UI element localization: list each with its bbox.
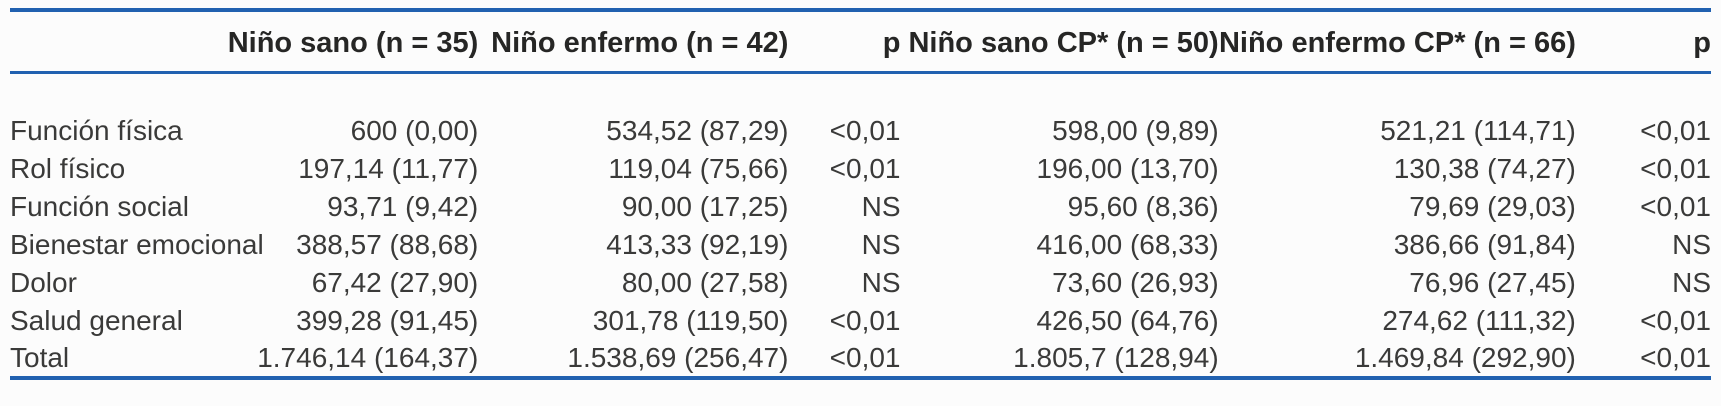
cell-nino-sano-cp: 73,60 (26,93) bbox=[1052, 267, 1219, 298]
cell-p1: <0,01 bbox=[829, 342, 901, 373]
cell-p1: <0,01 bbox=[829, 115, 901, 146]
cell-nino-sano: 600 (0,00) bbox=[350, 115, 479, 146]
cell-p2: NS bbox=[1672, 267, 1711, 298]
cell-nino-enfermo-cp: 1.469,84 (292,90) bbox=[1354, 342, 1576, 373]
cell-p2: NS bbox=[1672, 229, 1711, 260]
cell-nino-sano: 1.746,14 (164,37) bbox=[257, 342, 479, 373]
cell-nino-sano: 93,71 (9,42) bbox=[327, 191, 479, 222]
cell-nino-sano-cp: 416,00 (68,33) bbox=[1036, 229, 1219, 260]
row-label: Bienestar emocional bbox=[10, 229, 264, 260]
cell-nino-sano-cp: 426,50 (64,76) bbox=[1036, 305, 1219, 336]
cell-nino-enfermo: 1.538,69 (256,47) bbox=[567, 342, 789, 373]
results-table: Niño sano (n = 35) Niño enfermo (n = 42)… bbox=[10, 8, 1711, 380]
spacer-row bbox=[10, 72, 1711, 112]
column-header-nino-enfermo-cp: Niño enfermo CP* (n = 66) bbox=[1218, 10, 1576, 74]
cell-nino-sano: 399,28 (91,45) bbox=[296, 305, 479, 336]
row-label: Función física bbox=[10, 115, 183, 146]
table-row: Bienestar emocional 388,57 (88,68) 413,3… bbox=[10, 226, 1711, 264]
cell-p1: <0,01 bbox=[829, 153, 901, 184]
cell-nino-sano: 197,14 (11,77) bbox=[298, 153, 479, 184]
cell-nino-enfermo-cp: 130,38 (74,27) bbox=[1393, 153, 1576, 184]
cell-nino-enfermo-cp: 79,69 (29,03) bbox=[1409, 191, 1576, 222]
column-header-empty bbox=[10, 10, 226, 74]
header-row: Niño sano (n = 35) Niño enfermo (n = 42)… bbox=[10, 10, 1711, 74]
cell-nino-enfermo-cp: 521,21 (114,71) bbox=[1380, 115, 1576, 146]
cell-p1: NS bbox=[861, 229, 901, 260]
row-label: Total bbox=[10, 342, 70, 373]
column-header-nino-enfermo: Niño enfermo (n = 42) bbox=[478, 10, 789, 74]
cell-nino-enfermo-cp: 76,96 (27,45) bbox=[1409, 267, 1576, 298]
cell-p2: <0,01 bbox=[1640, 153, 1711, 184]
table-row: Salud general 399,28 (91,45) 301,78 (119… bbox=[10, 302, 1711, 340]
cell-nino-enfermo: 90,00 (17,25) bbox=[621, 191, 789, 222]
cell-p2: <0,01 bbox=[1640, 115, 1711, 146]
cell-p2: <0,01 bbox=[1640, 191, 1711, 222]
cell-nino-sano-cp: 1.805,7 (128,94) bbox=[1013, 342, 1219, 373]
cell-nino-sano-cp: 196,00 (13,70) bbox=[1036, 153, 1219, 184]
cell-nino-enfermo: 80,00 (27,58) bbox=[621, 267, 789, 298]
cell-p2: <0,01 bbox=[1640, 305, 1711, 336]
cell-p2: <0,01 bbox=[1640, 342, 1711, 373]
results-table-container: Niño sano (n = 35) Niño enfermo (n = 42)… bbox=[10, 8, 1711, 380]
row-label: Función social bbox=[10, 191, 189, 222]
cell-nino-sano: 67,42 (27,90) bbox=[311, 267, 479, 298]
table-row: Rol físico 197,14 (11,77) 119,04 (75,66)… bbox=[10, 150, 1711, 188]
column-header-p2: p bbox=[1575, 10, 1711, 74]
cell-nino-enfermo-cp: 274,62 (111,32) bbox=[1382, 305, 1576, 336]
row-label: Rol físico bbox=[10, 153, 126, 184]
column-header-nino-sano-cp: Niño sano CP* (n = 50) bbox=[900, 10, 1219, 74]
row-label: Dolor bbox=[10, 267, 77, 298]
cell-p1: NS bbox=[861, 191, 901, 222]
cell-nino-sano-cp: 598,00 (9,89) bbox=[1052, 115, 1219, 146]
cell-nino-sano: 388,57 (88,68) bbox=[296, 229, 479, 260]
cell-nino-sano-cp: 95,60 (8,36) bbox=[1067, 191, 1219, 222]
cell-nino-enfermo-cp: 386,66 (91,84) bbox=[1393, 229, 1576, 260]
row-label: Salud general bbox=[10, 305, 183, 336]
table-row: Total 1.746,14 (164,37) 1.538,69 (256,47… bbox=[10, 340, 1711, 378]
cell-nino-enfermo: 413,33 (92,19) bbox=[606, 229, 789, 260]
table-row: Función social 93,71 (9,42) 90,00 (17,25… bbox=[10, 188, 1711, 226]
cell-p1: NS bbox=[861, 267, 901, 298]
cell-nino-enfermo: 301,78 (119,50) bbox=[592, 305, 789, 336]
cell-p1: <0,01 bbox=[829, 305, 901, 336]
column-header-nino-sano: Niño sano (n = 35) bbox=[225, 10, 479, 74]
table-row: Dolor 67,42 (27,90) 80,00 (27,58) NS 73,… bbox=[10, 264, 1711, 302]
cell-nino-enfermo: 534,52 (87,29) bbox=[606, 115, 789, 146]
column-header-p1: p bbox=[788, 10, 901, 74]
table-row: Función física 600 (0,00) 534,52 (87,29)… bbox=[10, 112, 1711, 150]
cell-nino-enfermo: 119,04 (75,66) bbox=[608, 153, 789, 184]
